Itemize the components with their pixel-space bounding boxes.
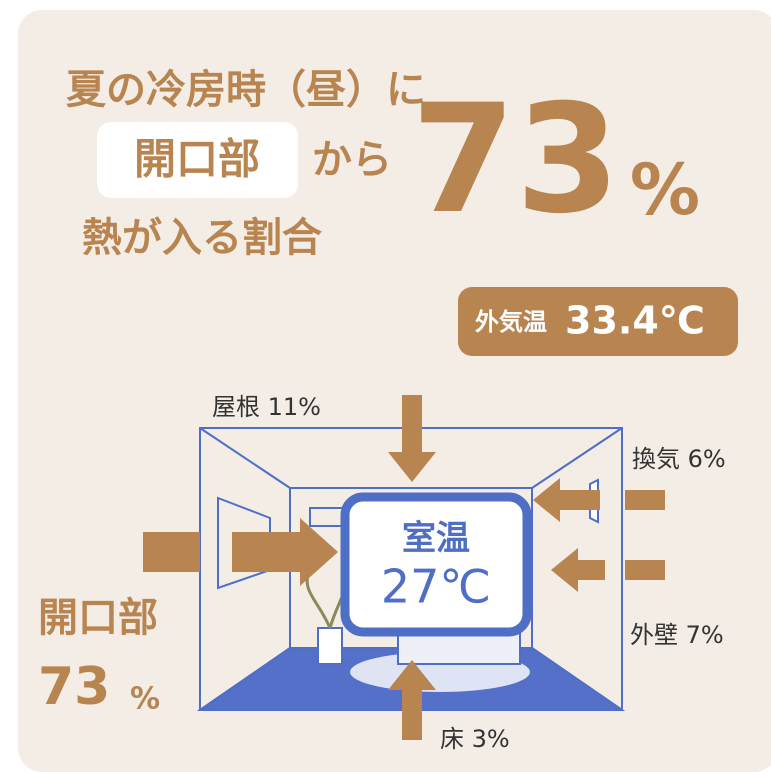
- openings-label: 開口部: [38, 595, 158, 641]
- infographic: 夏の冷房時（昼）に 開口部 から 熱が入る割合 73 % 外気温 33.4℃ 室…: [0, 0, 771, 772]
- room-value: 27℃: [381, 560, 491, 614]
- text-part: 換気: [632, 445, 680, 473]
- headline-line2: から: [312, 137, 392, 183]
- text-part: 6%: [688, 445, 726, 473]
- text-part: 外壁: [630, 621, 678, 649]
- floor-label: 床 3%: [440, 725, 510, 753]
- text-part: 床: [440, 725, 464, 753]
- big-figure-unit: %: [630, 149, 700, 231]
- text-part: 11%: [268, 393, 321, 421]
- wall-label: 外壁 7%: [630, 621, 724, 649]
- headline-line1: 夏の冷房時（昼）に: [66, 67, 426, 113]
- openings-value: 73: [38, 657, 110, 717]
- headline-highlight: 開口部: [134, 135, 260, 184]
- roof-label: 屋根 11%: [212, 393, 321, 421]
- big-figure-value: 73: [411, 73, 620, 247]
- vent-label: 換気 6%: [632, 445, 726, 473]
- headline-line3: 熱が入る割合: [82, 215, 322, 261]
- room-label: 室温: [402, 519, 470, 559]
- outdoor-value: 33.4℃: [565, 299, 705, 343]
- text-part: 3%: [472, 725, 510, 753]
- outdoor-label: 外気温: [475, 308, 547, 336]
- text-part: 7%: [686, 621, 724, 649]
- openings-unit: %: [130, 682, 160, 717]
- text-part: 屋根: [212, 393, 260, 421]
